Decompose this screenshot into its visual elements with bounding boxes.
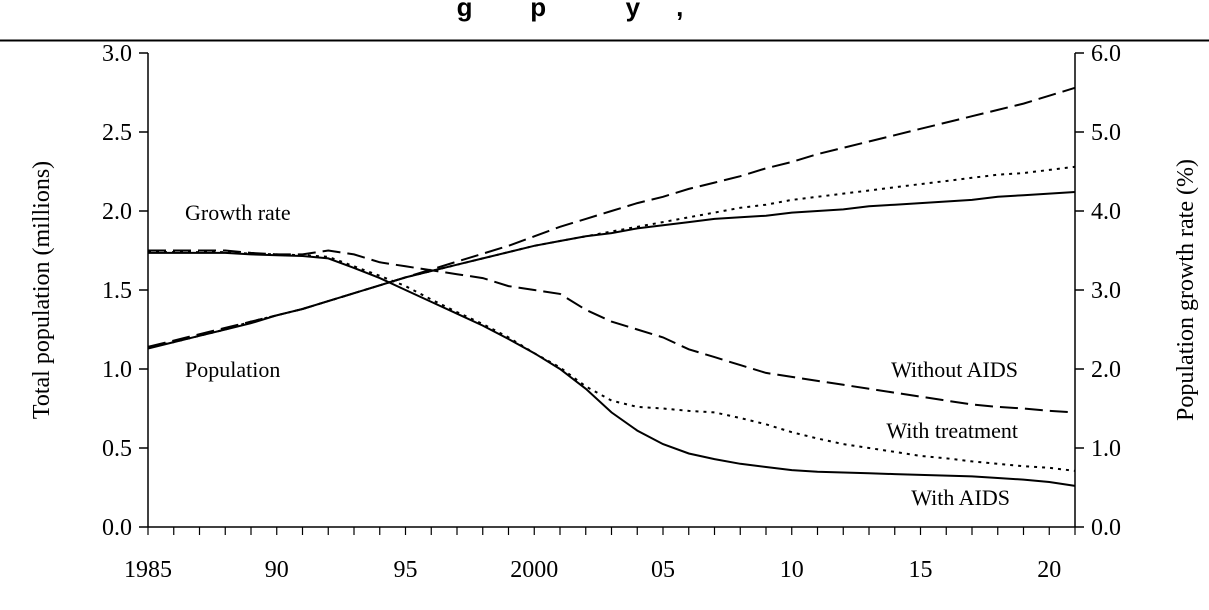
y-right-tick-label: 2.0 bbox=[1091, 357, 1121, 383]
y-left-tick-label: 0.5 bbox=[102, 436, 132, 462]
population-line-with-treatment bbox=[147, 165, 1076, 348]
x-tick-label: 1985 bbox=[124, 557, 172, 583]
annotation-population: Population bbox=[185, 357, 280, 382]
x-tick-label: 05 bbox=[651, 557, 675, 583]
annotation-with-aids: With AIDS bbox=[911, 485, 1010, 510]
x-tick-label: 2000 bbox=[510, 557, 558, 583]
y-left-tick-label: 2.0 bbox=[102, 199, 132, 225]
annotation-growth-rate: Growth rate bbox=[185, 200, 291, 225]
y-left-tick-label: 0.0 bbox=[102, 515, 132, 541]
y-left-tick-label: 1.5 bbox=[102, 278, 132, 304]
population-line-with-aids bbox=[147, 191, 1076, 350]
series-lines bbox=[147, 86, 1076, 487]
axes: 0.0 0.5 1.0 1.5 2.0 2.5 3.0 0.0 1.0 2.0 3.0 4.0 5.0 6… bbox=[102, 41, 1121, 583]
growth-rate-line-without-aids bbox=[148, 249, 1076, 414]
annotation-with-treatment: With treatment bbox=[886, 418, 1018, 443]
y-axis-label-right: Population growth rate (%) bbox=[1173, 159, 1199, 421]
annotations: Growth rate Population Without AIDS With tr… bbox=[185, 200, 1018, 510]
annotation-without-aids: Without AIDS bbox=[891, 357, 1018, 382]
y-left-tick-label: 3.0 bbox=[102, 41, 132, 67]
chart-title-fragment: g p y , bbox=[457, 0, 684, 22]
y-right-tick-label: 5.0 bbox=[1091, 120, 1121, 146]
x-tick-label: 95 bbox=[394, 557, 418, 583]
y-right-tick-label: 0.0 bbox=[1091, 515, 1121, 541]
y-right-tick-label: 4.0 bbox=[1091, 199, 1121, 225]
x-tick-label: 10 bbox=[780, 557, 804, 583]
y-axis-label-left: Total population (millions) bbox=[29, 161, 55, 419]
x-tick-label: 90 bbox=[265, 557, 289, 583]
y-right-tick-label: 6.0 bbox=[1091, 41, 1121, 67]
y-left-tick-label: 2.5 bbox=[102, 120, 132, 146]
x-tick-label: 20 bbox=[1037, 557, 1061, 583]
y-right-tick-label: 1.0 bbox=[1091, 436, 1121, 462]
growth-rate-line-with-aids bbox=[148, 251, 1076, 487]
y-right-tick-label: 3.0 bbox=[1091, 278, 1121, 304]
x-tick-label: 15 bbox=[909, 557, 933, 583]
y-left-tick-label: 1.0 bbox=[102, 357, 132, 383]
